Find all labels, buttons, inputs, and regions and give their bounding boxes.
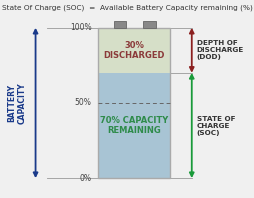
Text: BATTERY
CAPACITY: BATTERY CAPACITY bbox=[7, 82, 26, 124]
Text: 70% CAPACITY
REMAINING: 70% CAPACITY REMAINING bbox=[100, 116, 168, 135]
Bar bbox=[144, 21, 156, 28]
Text: STATE OF
CHARGE
(SOC): STATE OF CHARGE (SOC) bbox=[197, 115, 235, 136]
Bar bbox=[98, 28, 170, 73]
Text: 30%
DISCHARGED: 30% DISCHARGED bbox=[103, 41, 165, 60]
Bar bbox=[98, 73, 170, 178]
Text: State Of Charge (SOC)  =  Available Battery Capacity remaining (%): State Of Charge (SOC) = Available Batter… bbox=[2, 5, 252, 11]
Text: 0%: 0% bbox=[80, 174, 91, 183]
Text: DEPTH OF
DISCHARGE
(DOD): DEPTH OF DISCHARGE (DOD) bbox=[197, 40, 244, 60]
Text: 100%: 100% bbox=[70, 23, 91, 32]
Bar bbox=[98, 28, 170, 178]
Text: 50%: 50% bbox=[75, 98, 91, 108]
Bar bbox=[114, 21, 126, 28]
